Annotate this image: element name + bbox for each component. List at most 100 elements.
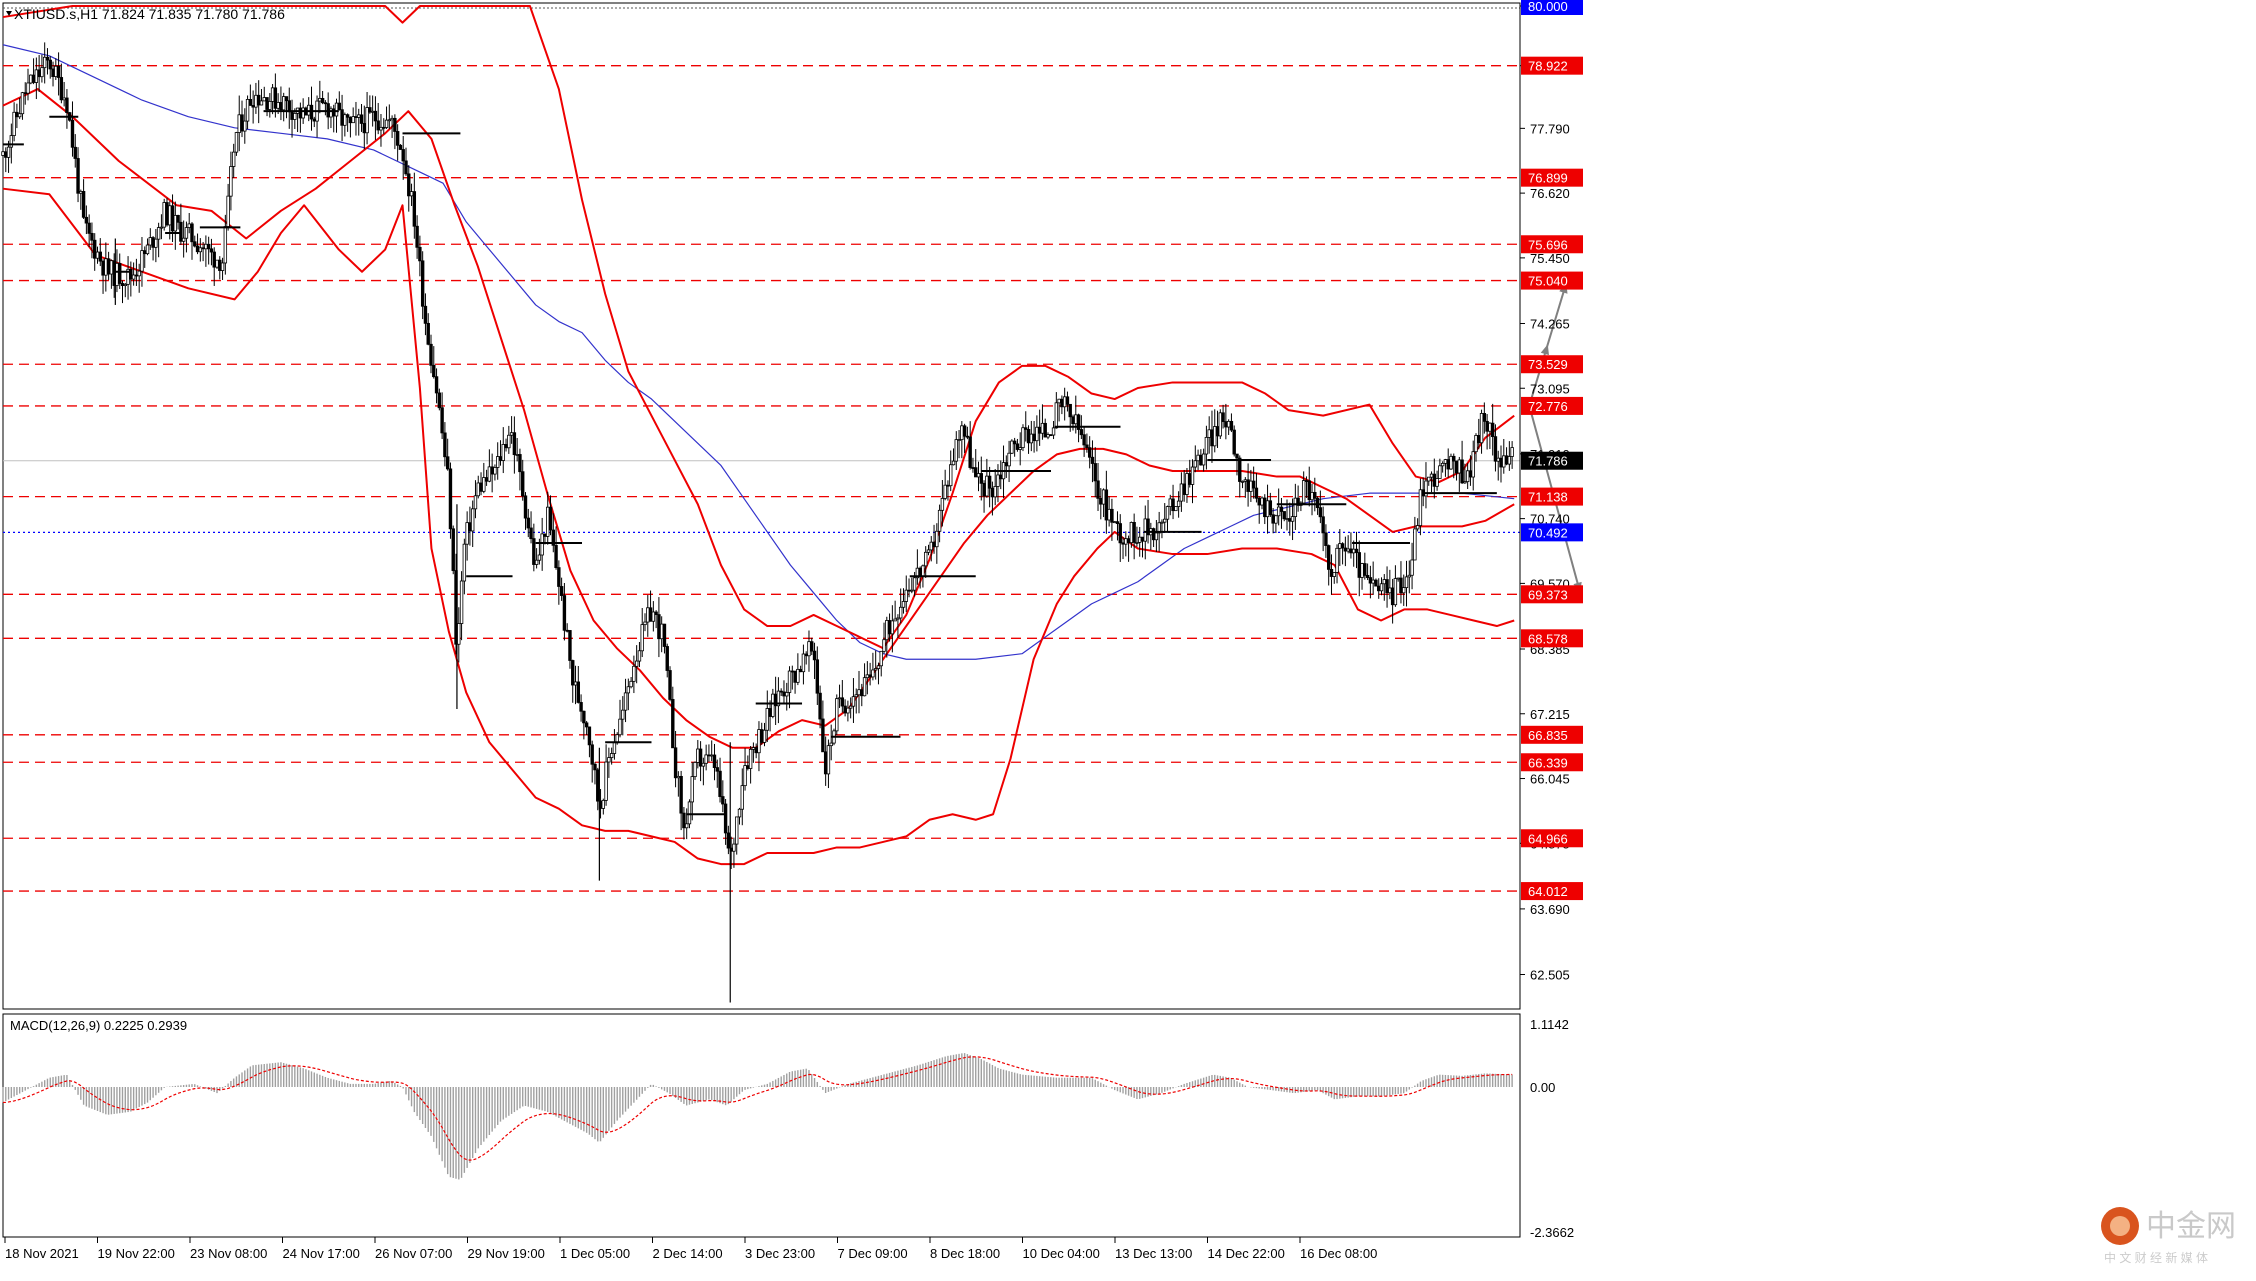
candle-body bbox=[1443, 459, 1448, 464]
candle-body bbox=[1318, 507, 1323, 518]
candle-body bbox=[59, 77, 64, 101]
candle-body bbox=[251, 105, 255, 108]
time-tick-label: 16 Dec 08:00 bbox=[1300, 1246, 1377, 1261]
candle-body bbox=[270, 87, 275, 102]
candle-body bbox=[907, 589, 911, 592]
candle-body bbox=[1096, 480, 1100, 499]
candle-body bbox=[559, 586, 564, 596]
candle-body bbox=[1368, 577, 1373, 584]
level-label-12-bg bbox=[1521, 882, 1583, 901]
price-panel[interactable]: XTIUSD.s,H1 71.824 71.835 71.780 71.786 bbox=[1, 2, 1582, 1010]
level-label-5-bg bbox=[1521, 396, 1583, 415]
collapse-triangle-icon[interactable] bbox=[6, 11, 12, 16]
current-price-label: 71.786 bbox=[1528, 454, 1568, 469]
candle-body bbox=[170, 205, 175, 232]
candle-body bbox=[843, 705, 847, 714]
candle-body bbox=[1165, 506, 1170, 520]
candle-body bbox=[357, 114, 361, 118]
candle-body bbox=[918, 567, 922, 577]
time-axis[interactable]: 18 Nov 2021 19 Nov 22:00 23 Nov 08:00 24 No… bbox=[3, 1236, 1520, 1261]
candle-body bbox=[1410, 559, 1414, 576]
candle-body bbox=[1138, 536, 1142, 543]
candle-body bbox=[1215, 426, 1220, 437]
candle-body bbox=[823, 751, 828, 775]
level-label-9: 66.835 bbox=[1528, 728, 1568, 743]
candle-body bbox=[1060, 398, 1064, 408]
candle-body bbox=[1004, 462, 1009, 467]
candle-body bbox=[1379, 583, 1384, 592]
candle-body bbox=[437, 392, 442, 409]
candle-body bbox=[1290, 516, 1295, 522]
candle-body bbox=[390, 117, 394, 121]
candle-body bbox=[465, 522, 469, 545]
candle-body bbox=[1035, 426, 1039, 442]
candle-body bbox=[943, 484, 947, 499]
candle-body bbox=[1374, 579, 1378, 587]
candle-body bbox=[837, 697, 842, 700]
level-label-6-bg bbox=[1521, 487, 1583, 506]
candle-body bbox=[1349, 548, 1353, 554]
candle-body bbox=[218, 259, 222, 271]
candle-body bbox=[17, 113, 22, 118]
candle-body bbox=[1485, 420, 1489, 432]
candle-body bbox=[732, 843, 736, 852]
level-label-2-bg bbox=[1521, 235, 1583, 254]
candle-body bbox=[926, 549, 931, 553]
candles bbox=[1, 42, 1514, 1003]
macd-axis-ticks: 1.1142 0.00 -2.3662 bbox=[1519, 1014, 1574, 1240]
candle-body bbox=[1329, 568, 1334, 577]
price-level-labels: 78.922 76.899 75.696 75.040 73.529 72.776 71.1… bbox=[1521, 0, 1583, 901]
candle-body bbox=[1032, 433, 1036, 442]
candle-body bbox=[1463, 481, 1467, 484]
candle-body bbox=[607, 757, 611, 763]
symbol-header: XTIUSD.s,H1 71.824 71.835 71.780 71.786 bbox=[14, 6, 285, 22]
candle-body bbox=[993, 486, 997, 498]
candle-body bbox=[1201, 453, 1206, 466]
candle-body bbox=[1021, 427, 1025, 448]
candle-body bbox=[40, 67, 44, 78]
candle-body bbox=[807, 641, 811, 657]
candle-body bbox=[298, 107, 303, 119]
candle-body bbox=[154, 238, 158, 248]
candle-body bbox=[1232, 429, 1236, 455]
candle-body bbox=[1493, 436, 1498, 462]
candle-body bbox=[1502, 455, 1506, 468]
level-label-12: 64.012 bbox=[1528, 884, 1568, 899]
candle-body bbox=[1101, 489, 1106, 505]
candle-body bbox=[771, 693, 775, 717]
candle-body bbox=[804, 653, 808, 657]
candle-body bbox=[710, 754, 714, 757]
candle-body bbox=[1371, 579, 1375, 584]
candle-body bbox=[787, 670, 792, 693]
candle-body bbox=[676, 775, 681, 779]
candle-body bbox=[1274, 515, 1278, 524]
candle-body bbox=[1121, 542, 1125, 545]
candle-body bbox=[1199, 454, 1203, 466]
candle-body bbox=[515, 454, 519, 456]
watermark-logo: 中金网 中 文 财 经 新 媒 体 bbox=[2101, 1207, 2236, 1265]
candle-body bbox=[540, 533, 544, 556]
level-label-7-bg bbox=[1521, 585, 1583, 604]
candle-body bbox=[1176, 500, 1181, 507]
candle-body bbox=[1054, 402, 1059, 429]
time-tick-label: 8 Dec 18:00 bbox=[930, 1246, 1000, 1261]
price-tick-label: 63.690 bbox=[1530, 902, 1570, 917]
candle-body bbox=[596, 769, 600, 802]
candle-body bbox=[1340, 543, 1345, 549]
candle-body bbox=[51, 68, 55, 77]
candle-body bbox=[115, 262, 119, 286]
candle-body bbox=[201, 247, 205, 250]
candle-body bbox=[1076, 414, 1081, 430]
level-label-0: 78.922 bbox=[1528, 59, 1568, 74]
candle-body bbox=[932, 541, 936, 548]
candle-body bbox=[1249, 480, 1253, 492]
price-axis[interactable]: 80.000 78.922 77.790 76.620 75.450 74.265 73.0… bbox=[1519, 0, 1583, 1009]
macd-panel[interactable]: 1.1142 0.00 -2.3662 MACD(12,26,9) 0.2225 0… bbox=[2, 1013, 1574, 1240]
candle-body bbox=[898, 606, 903, 619]
candle-body bbox=[1251, 480, 1256, 489]
candle-body bbox=[546, 506, 550, 537]
candle-body bbox=[312, 118, 316, 122]
candle-body bbox=[151, 237, 155, 248]
